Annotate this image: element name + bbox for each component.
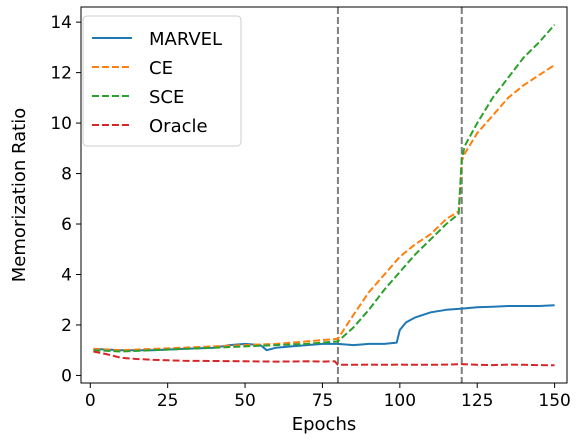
y-tick-label: 14 bbox=[50, 13, 72, 33]
vertical-reference-lines bbox=[336, 7, 463, 383]
y-axis-title: Memorization Ratio bbox=[9, 108, 30, 282]
y-tick-label: 8 bbox=[61, 165, 72, 185]
legend: MARVEL CE SCE Oracle bbox=[82, 15, 242, 147]
legend-label: SCE bbox=[149, 87, 184, 108]
series-line-ce bbox=[93, 64, 556, 352]
legend-label: MARVEL bbox=[149, 29, 222, 50]
y-tick-label: 12 bbox=[50, 64, 72, 84]
x-tick-label: 150 bbox=[538, 391, 570, 411]
legend-frame bbox=[82, 15, 242, 147]
x-tick-label: 50 bbox=[234, 391, 256, 411]
y-tick-label: 4 bbox=[61, 265, 72, 285]
x-tick-label: 0 bbox=[85, 391, 96, 411]
legend-label: Oracle bbox=[149, 116, 208, 137]
series-line-oracle bbox=[93, 350, 555, 367]
x-tick-label: 100 bbox=[384, 391, 416, 411]
x-tick-label: 75 bbox=[312, 391, 334, 411]
x-tick-label: 25 bbox=[157, 391, 179, 411]
y-tick-label: 0 bbox=[61, 366, 72, 386]
legend-label: CE bbox=[149, 58, 173, 79]
y-axis-ticks: 0 2 4 6 8 10 12 14 bbox=[50, 13, 81, 386]
plot-frame bbox=[80, 6, 568, 384]
series-line-sce bbox=[93, 24, 556, 353]
series-layer bbox=[93, 24, 556, 367]
y-tick-label: 10 bbox=[50, 114, 72, 134]
x-axis-title: Epochs bbox=[292, 414, 357, 435]
x-axis-ticks: 0 25 50 75 100 125 150 bbox=[85, 383, 571, 411]
y-tick-label: 2 bbox=[61, 316, 72, 336]
y-tick-label: 6 bbox=[61, 215, 72, 235]
x-tick-label: 125 bbox=[461, 391, 493, 411]
